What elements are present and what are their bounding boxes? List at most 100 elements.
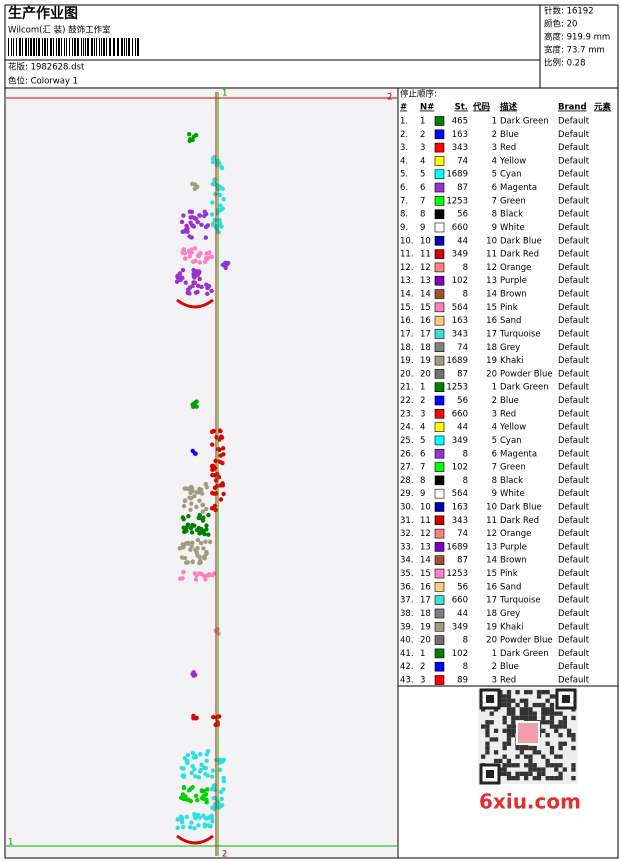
qr-cell <box>485 750 490 755</box>
stitch <box>210 442 215 447</box>
qr-cell <box>524 754 529 759</box>
cell: Orange <box>500 529 531 539</box>
bar-stripe <box>38 38 40 56</box>
qr-cell <box>515 702 520 708</box>
cell: 14. <box>400 290 414 300</box>
stitch <box>198 250 203 256</box>
stitch <box>175 825 180 830</box>
qr-cell <box>528 690 533 695</box>
qr-cell <box>562 741 567 746</box>
qr-code <box>478 688 578 785</box>
cell: Default <box>558 556 590 566</box>
stitch <box>211 154 217 160</box>
qr-cell <box>554 728 559 733</box>
stitch <box>183 794 188 799</box>
stop-sequence-table: # N# St. 代码 描述 Brand 元素1. 1 465 1 Dark Green Defaul… <box>400 102 612 686</box>
barcode <box>8 38 139 56</box>
stitch <box>190 784 195 790</box>
qr-cell <box>506 771 512 776</box>
stitch <box>197 213 203 218</box>
stitch <box>178 814 184 819</box>
stitch <box>221 196 226 202</box>
cell: 19 <box>420 622 431 632</box>
cell: Red <box>500 143 516 153</box>
stitch <box>221 775 226 781</box>
color-swatch <box>434 156 445 166</box>
qr-cell <box>506 711 512 716</box>
cell: 4 <box>420 156 425 166</box>
stitch <box>193 258 198 264</box>
qr-cell <box>502 754 507 759</box>
stitch <box>191 523 197 528</box>
bar-stripe <box>117 38 119 56</box>
qr-cell <box>515 776 520 781</box>
qr-cell <box>528 707 533 712</box>
cell: 4 <box>420 423 425 433</box>
cell: Turquoise <box>499 329 541 339</box>
cell: 40. <box>400 636 414 646</box>
cell: 3 <box>492 676 497 686</box>
cell: 26. <box>400 449 414 459</box>
cell: 35. <box>400 569 414 579</box>
bar-stripe <box>30 38 32 56</box>
cell: Default <box>558 409 590 419</box>
stitch <box>205 749 211 754</box>
cell: Default <box>558 343 590 353</box>
qr-cell <box>549 711 555 716</box>
title: 生产作业图 <box>8 5 78 22</box>
column-header: St. <box>455 103 468 113</box>
cell: Purple <box>500 542 527 552</box>
bar-stripe <box>85 38 86 56</box>
qr-cell <box>528 715 533 721</box>
cell: 10 <box>420 236 431 246</box>
color-swatch <box>434 382 445 393</box>
qr-cell <box>571 733 576 738</box>
cell: 18. <box>400 343 414 353</box>
qr-cell <box>506 707 512 712</box>
cell: 13 <box>486 276 497 286</box>
bar-stripe <box>132 38 133 56</box>
stitch <box>191 273 196 279</box>
cell: Default <box>558 356 590 366</box>
cell: 33. <box>400 542 414 552</box>
cell: Dark Red <box>500 250 539 260</box>
cell: 22. <box>400 396 414 406</box>
cell: 14 <box>486 290 497 300</box>
stitch <box>191 755 197 760</box>
cell: 465 <box>452 117 468 127</box>
qr-cell <box>549 707 555 712</box>
cell: 660 <box>452 409 468 419</box>
cell: 87 <box>457 556 468 566</box>
stitch <box>209 212 215 217</box>
cell: 18 <box>486 609 497 619</box>
cell: 20. <box>400 369 414 379</box>
cell: 87 <box>457 183 468 193</box>
bar-stripe <box>16 38 17 56</box>
bar-stripe <box>42 38 43 56</box>
cell: 14 <box>420 556 431 566</box>
stitch <box>192 401 197 406</box>
cell: 3 <box>420 676 425 686</box>
stitch <box>193 774 198 779</box>
cell: 7 <box>420 196 425 206</box>
cell: 11. <box>400 250 414 260</box>
bar-stripe <box>77 38 79 56</box>
qr-cell <box>506 698 512 703</box>
column-header: 描述 <box>500 102 518 113</box>
stitch <box>178 277 183 283</box>
stitch <box>213 191 218 197</box>
cell: 24. <box>400 423 414 433</box>
cell: Default <box>558 316 590 326</box>
stitch <box>212 177 217 183</box>
color-swatch <box>434 315 445 326</box>
stitch <box>186 248 192 254</box>
cell: Default <box>558 396 590 406</box>
cell: Default <box>558 263 590 273</box>
stitch <box>221 779 227 784</box>
bar-stripe <box>96 38 97 56</box>
stitch <box>201 788 207 794</box>
stitch <box>211 783 217 788</box>
qr-cell <box>489 737 494 742</box>
qr-cell <box>519 715 524 721</box>
